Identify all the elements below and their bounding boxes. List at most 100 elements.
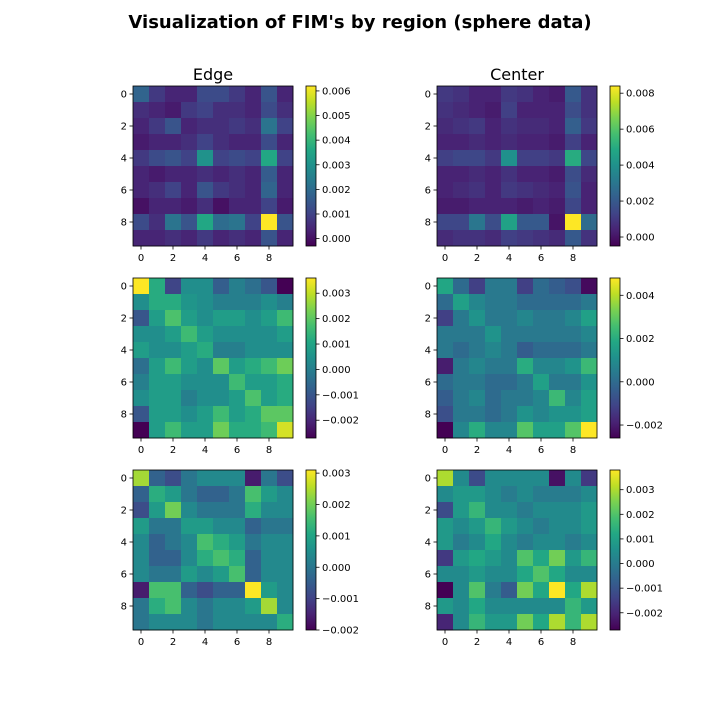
heatmap-cell (549, 598, 566, 615)
colorbar-tick-label: 0.001 (322, 531, 351, 542)
heatmap-cell (453, 406, 470, 423)
heatmap-cell (181, 230, 198, 247)
heatmap-cell (485, 422, 502, 439)
heatmap-cell (229, 390, 246, 407)
heatmap-cell (469, 310, 486, 327)
heatmap-cell (229, 470, 246, 487)
heatmap-cell (485, 342, 502, 359)
heatmap-cell (229, 230, 246, 247)
y-tick-label: 4 (121, 538, 127, 549)
heatmap-cell (437, 294, 454, 311)
heatmap-cell (213, 166, 230, 183)
heatmap-cell (181, 374, 198, 391)
heatmap-cell (517, 566, 534, 583)
y-tick-label: 8 (121, 602, 127, 613)
heatmap-cell (213, 470, 230, 487)
heatmap-cell (197, 102, 214, 119)
colorbar-tick-label: −0.001 (626, 584, 663, 595)
heatmap-cell (437, 470, 454, 487)
heatmap-cell (517, 374, 534, 391)
heatmap-cell (181, 582, 198, 599)
heatmap-cell (533, 294, 550, 311)
heatmap-cell (549, 518, 566, 535)
heatmap-cell (437, 278, 454, 295)
heatmap-cell (549, 166, 566, 183)
heatmap-cell (549, 342, 566, 359)
heatmap-cell (565, 534, 582, 551)
heatmap-cell (549, 582, 566, 599)
heatmap-cell (229, 614, 246, 631)
heatmap-cell (277, 214, 294, 231)
heatmap-cell (245, 102, 262, 119)
heatmap-cell (229, 294, 246, 311)
heatmap-cell (485, 118, 502, 135)
heatmap-cell (149, 198, 166, 215)
heatmap-cell (165, 166, 182, 183)
heatmap-cell (453, 614, 470, 631)
heatmap-cell (165, 342, 182, 359)
x-tick-label: 4 (202, 637, 208, 648)
y-tick-label: 6 (121, 186, 127, 197)
heatmap-cell (277, 486, 294, 503)
heatmap-cell (133, 166, 150, 183)
x-tick-label: 6 (234, 253, 240, 264)
heatmap-cell (181, 502, 198, 519)
heatmap-cell (229, 134, 246, 151)
heatmap-cell (581, 166, 598, 183)
heatmap-cell (181, 518, 198, 535)
heatmap-cell (229, 534, 246, 551)
y-tick-label: 8 (121, 218, 127, 229)
heatmap-cell (181, 406, 198, 423)
heatmap-cell (565, 166, 582, 183)
y-tick-label: 2 (425, 122, 431, 133)
heatmap-cell (469, 502, 486, 519)
y-tick-label: 6 (425, 186, 431, 197)
x-tick-label: 4 (506, 637, 512, 648)
heatmap-cell (581, 86, 598, 103)
heatmap-cell (197, 518, 214, 535)
heatmap-cell (149, 390, 166, 407)
heatmap-cell (549, 534, 566, 551)
heatmap-cell (565, 358, 582, 375)
heatmap-cell (453, 598, 470, 615)
heatmap-cell (149, 326, 166, 343)
heatmap-cell (469, 198, 486, 215)
heatmap-cell (453, 214, 470, 231)
heatmap-cell (261, 470, 278, 487)
heatmap-cell (181, 310, 198, 327)
heatmap-cell (581, 598, 598, 615)
heatmap-cell (213, 134, 230, 151)
heatmap-cell (229, 598, 246, 615)
heatmap-cell (245, 230, 262, 247)
heatmap-cell (181, 182, 198, 199)
heatmap-cell (149, 614, 166, 631)
colorbar (609, 85, 621, 247)
heatmap-cell (453, 358, 470, 375)
heatmap-cell (517, 118, 534, 135)
heatmap-cell (133, 374, 150, 391)
heatmap-cell (197, 614, 214, 631)
heatmap-cell (517, 86, 534, 103)
heatmap-cell (149, 118, 166, 135)
colorbar-tick-label: 0.002 (626, 510, 655, 521)
heatmap-cell (533, 374, 550, 391)
x-tick-label: 0 (442, 637, 448, 648)
heatmap-cell (485, 566, 502, 583)
heatmap-cell (197, 502, 214, 519)
heatmap-cell (245, 310, 262, 327)
heatmap-cell (165, 566, 182, 583)
colorbar-tick-label: −0.002 (626, 421, 663, 432)
heatmap-cell (133, 294, 150, 311)
heatmap-cell (149, 358, 166, 375)
colorbar-tick-label: 0.000 (322, 365, 351, 376)
heatmap-cell (277, 582, 294, 599)
heatmap-cell (229, 374, 246, 391)
x-tick-label: 4 (202, 253, 208, 264)
heatmap-cell (181, 214, 198, 231)
heatmap-cell (485, 502, 502, 519)
heatmap-cell (133, 406, 150, 423)
heatmap-cell (549, 614, 566, 631)
heatmap-cell (565, 182, 582, 199)
heatmap-cell (133, 342, 150, 359)
heatmap-cell (261, 310, 278, 327)
